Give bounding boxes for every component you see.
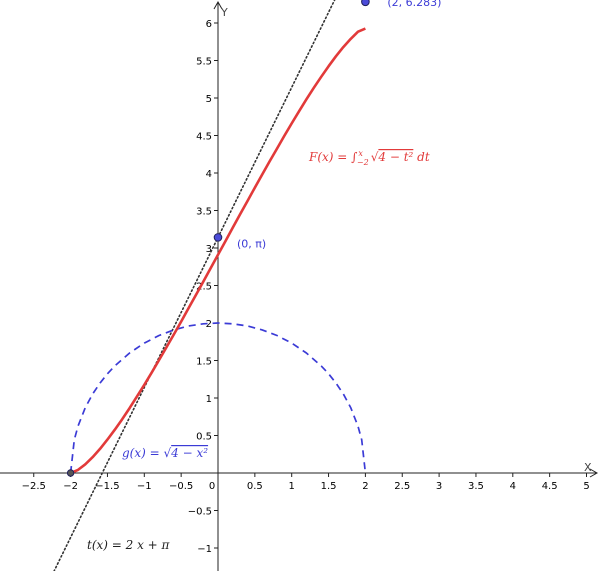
curve-F bbox=[70, 27, 366, 475]
y-tick-label: 6 bbox=[206, 19, 212, 30]
label-t: t(x) = 2 x + π bbox=[87, 538, 171, 552]
point-tangent bbox=[213, 233, 223, 242]
x-axis-name: X bbox=[584, 461, 592, 474]
x-tick-label: 0.5 bbox=[247, 481, 263, 492]
y-tick-label: 4.5 bbox=[196, 132, 212, 143]
y-tick-label: 3.5 bbox=[196, 207, 212, 218]
y-tick-label: 1.5 bbox=[196, 357, 212, 368]
label-F-sqrt-sign: √ bbox=[371, 150, 379, 164]
label-F-integral-sign: ∫ bbox=[351, 150, 358, 164]
point-end-label: (2, 6.283) bbox=[387, 0, 441, 9]
y-tick-label: 4 bbox=[206, 169, 212, 180]
point-tangent-label: (0, π) bbox=[237, 237, 266, 250]
y-tick-label: 2 bbox=[206, 319, 212, 330]
point-start bbox=[66, 469, 75, 477]
tangent-line-t bbox=[53, 0, 336, 571]
y-tick-label: 1 bbox=[206, 394, 212, 405]
x-tick-label: −1 bbox=[137, 481, 152, 492]
y-tick-label: 5.5 bbox=[196, 57, 212, 68]
x-tick-label: 2.5 bbox=[394, 481, 410, 492]
x-tick-label: −2.5 bbox=[22, 481, 46, 492]
label-g-sqrt-sign: √ bbox=[164, 446, 172, 460]
label-g: g(x) = √4 − x² bbox=[122, 446, 208, 460]
x-tick-label: 4 bbox=[510, 481, 516, 492]
x-tick-label: 2 bbox=[362, 481, 368, 492]
point-end bbox=[361, 0, 370, 7]
x-tick-label: −1.5 bbox=[95, 481, 119, 492]
y-tick-label: −1 bbox=[197, 544, 212, 555]
curves-layer bbox=[53, 0, 367, 571]
label-g-radicand: 4 − x² bbox=[170, 446, 208, 460]
y-tick-label: −0.5 bbox=[188, 507, 212, 518]
y-axis-arrow bbox=[213, 0, 223, 10]
y-axis-name: Y bbox=[220, 6, 228, 19]
label-F: F(x) = ∫x −2 √4 − t² dt bbox=[308, 149, 430, 167]
x-tick-label: 3.5 bbox=[468, 481, 484, 492]
x-tick-label: 5 bbox=[583, 481, 589, 492]
x-tick-label: −2 bbox=[63, 481, 78, 492]
x-tick-label: 4.5 bbox=[542, 481, 558, 492]
label-F-lower-limit: −2 bbox=[357, 158, 369, 167]
points-layer: (0, π) (2, 6.283) bbox=[66, 0, 441, 477]
x-axis-arrow bbox=[589, 468, 599, 478]
x-tick-label: 0 bbox=[209, 481, 215, 492]
y-tick-label: 2.5 bbox=[196, 282, 212, 293]
y-tick-label: 0.5 bbox=[196, 432, 212, 443]
x-tick-label: 1.5 bbox=[321, 481, 337, 492]
label-F-upper-limit: x bbox=[358, 149, 363, 158]
x-tick-label: 3 bbox=[436, 481, 442, 492]
x-tick-label: 1 bbox=[289, 481, 295, 492]
x-tick-label: −0.5 bbox=[169, 481, 193, 492]
y-tick-label: 3 bbox=[206, 244, 212, 255]
ticks-layer: −2.5 −2 −1.5 −1 −0.5 0 0.5 1 1.5 2 2.5 3 3.5 4 4.5 5 −1 −… bbox=[22, 19, 590, 555]
y-tick-label: 5 bbox=[206, 94, 212, 105]
curve-g bbox=[69, 322, 367, 474]
label-F-radicand: 4 − t² bbox=[377, 150, 413, 164]
